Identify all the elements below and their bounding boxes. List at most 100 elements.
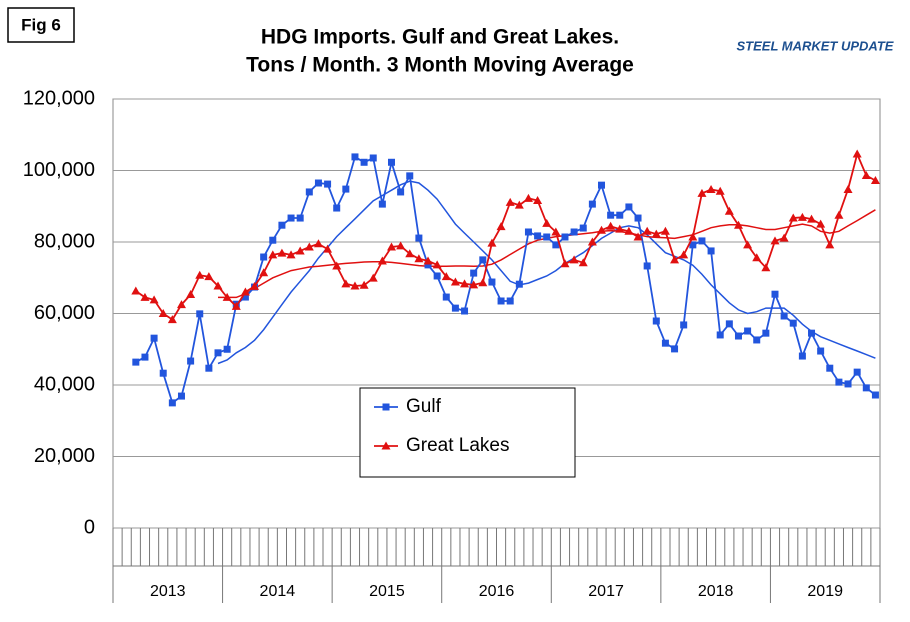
marker	[487, 238, 497, 247]
marker	[588, 200, 596, 208]
marker	[597, 225, 607, 234]
marker	[141, 353, 149, 361]
marker	[598, 181, 606, 189]
marker	[158, 309, 168, 317]
marker	[323, 244, 333, 253]
marker	[195, 270, 205, 279]
marker	[313, 239, 323, 248]
marker	[825, 240, 835, 249]
marker	[386, 242, 396, 251]
marker	[351, 153, 359, 161]
marker	[360, 158, 368, 166]
marker	[414, 254, 424, 263]
marker	[324, 180, 332, 188]
marker	[698, 237, 706, 245]
marker	[149, 295, 159, 304]
marker	[817, 347, 825, 355]
marker	[432, 260, 442, 269]
marker	[771, 290, 779, 298]
marker	[514, 200, 524, 209]
marker	[150, 334, 158, 342]
marker	[377, 256, 387, 265]
marker	[470, 269, 478, 277]
marker	[286, 250, 296, 259]
legend-box	[359, 387, 576, 478]
marker	[305, 188, 313, 196]
year-label: 2015	[369, 583, 405, 600]
marker	[168, 399, 176, 407]
marker	[835, 378, 843, 386]
marker	[779, 233, 789, 242]
marker	[423, 256, 433, 265]
marker	[159, 369, 167, 377]
marker	[415, 234, 423, 242]
marker	[387, 158, 395, 166]
marker	[543, 233, 551, 241]
marker	[378, 200, 386, 208]
marker	[177, 392, 185, 400]
marker	[424, 261, 432, 269]
marker	[497, 297, 505, 305]
figure-label: Fig 6	[21, 15, 61, 34]
marker	[488, 278, 496, 286]
marker	[469, 280, 479, 289]
marker	[670, 255, 680, 264]
marker	[688, 232, 698, 241]
marker	[606, 221, 616, 230]
marker	[808, 329, 816, 337]
marker	[333, 204, 341, 212]
marker	[826, 364, 834, 372]
y-tick-label: 40,000	[34, 373, 95, 395]
marker	[295, 246, 305, 255]
year-label: 2017	[588, 583, 624, 600]
marker	[716, 331, 724, 339]
year-label: 2014	[260, 583, 296, 600]
marker	[725, 320, 733, 328]
marker	[706, 184, 716, 193]
marker	[441, 272, 451, 281]
marker	[715, 186, 725, 195]
marker	[660, 226, 670, 235]
marker	[523, 193, 533, 202]
figure-label-box	[7, 7, 75, 43]
marker	[131, 286, 141, 295]
marker	[260, 253, 268, 261]
marker	[753, 336, 761, 344]
marker	[186, 290, 196, 299]
y-tick-label: 60,000	[34, 302, 95, 324]
marker	[862, 384, 870, 392]
marker	[277, 248, 287, 257]
marker	[406, 172, 414, 180]
marker	[834, 210, 844, 219]
marker	[214, 349, 222, 357]
marker	[240, 287, 250, 296]
marker	[222, 292, 232, 301]
series-line	[135, 155, 876, 405]
marker	[140, 292, 150, 301]
marker	[332, 261, 342, 270]
marker	[278, 221, 286, 229]
marker	[671, 345, 679, 353]
marker	[176, 300, 186, 309]
marker	[570, 228, 578, 236]
marker	[853, 368, 861, 376]
marker	[843, 184, 853, 193]
marker	[844, 380, 852, 388]
marker	[213, 281, 223, 290]
marker	[231, 301, 241, 310]
chart-title: HDG Imports. Gulf and Great Lakes.	[261, 26, 619, 49]
marker	[633, 232, 643, 241]
marker	[679, 250, 689, 259]
marker	[651, 229, 661, 238]
marker	[342, 185, 350, 193]
marker	[187, 357, 195, 365]
marker	[505, 197, 515, 206]
marker	[561, 233, 569, 241]
marker	[269, 236, 277, 244]
marker	[615, 224, 625, 233]
marker	[287, 214, 295, 222]
y-tick-label: 0	[84, 516, 95, 538]
marker	[680, 321, 688, 329]
marker	[223, 345, 231, 353]
